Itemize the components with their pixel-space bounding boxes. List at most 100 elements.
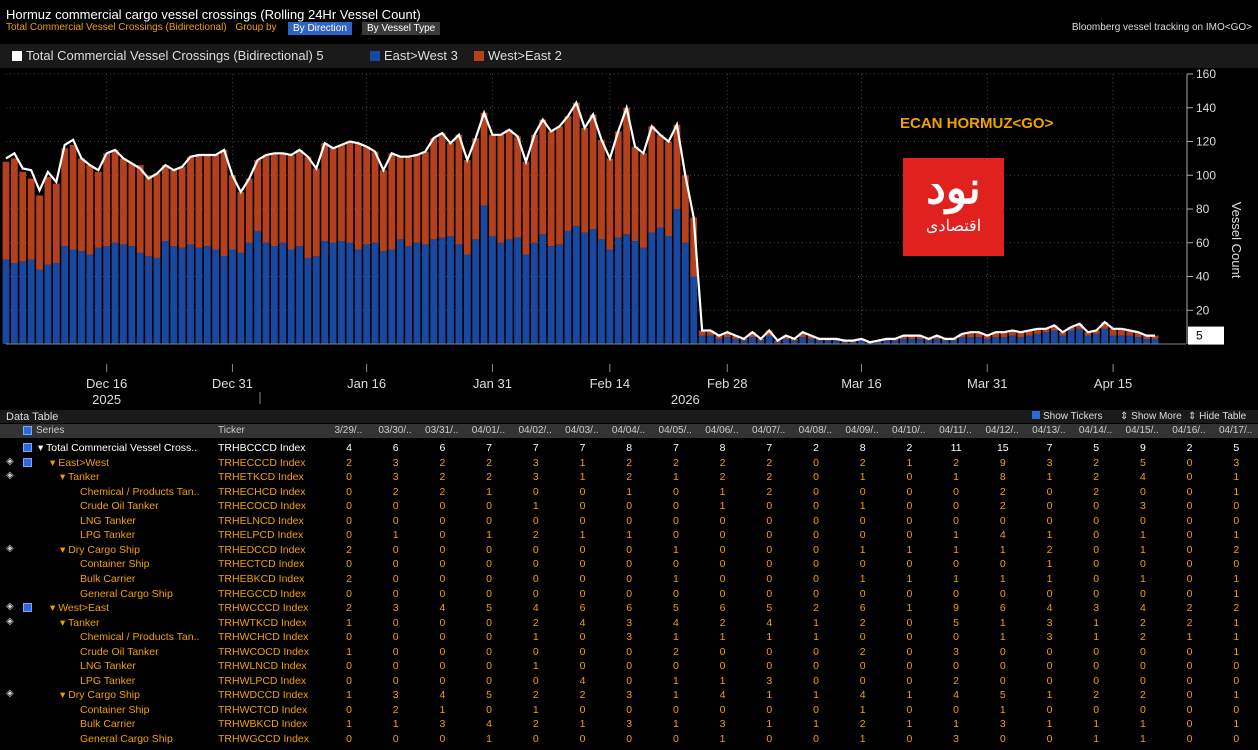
- table-row[interactable]: Chemical / Products Tan.. TRHECHCD Index 0…: [0, 485, 1258, 500]
- column-date[interactable]: 04/10/..: [892, 425, 926, 436]
- column-date[interactable]: 04/11/..: [939, 425, 972, 436]
- column-date[interactable]: 3/29/..: [334, 425, 363, 436]
- column-series[interactable]: Series: [36, 425, 65, 436]
- bar-west-east: [707, 330, 714, 336]
- row-value: 2: [532, 689, 539, 702]
- bar-west-east: [916, 335, 924, 339]
- table-row[interactable]: Container Ship TRHWCTCD Index 0 2 1 0 1 0 0 0 0 0 0 1…: [0, 703, 1258, 718]
- column-date[interactable]: 04/05/..: [658, 425, 692, 436]
- bar-west-east: [581, 128, 589, 233]
- table-row[interactable]: ◈ ▾ Dry Cargo Ship TRHEDCCD Index 2 0 0 0 0 0 0 1 0…: [0, 543, 1258, 558]
- column-date[interactable]: 04/13/..: [1032, 425, 1066, 436]
- column-date[interactable]: 04/03/..: [565, 425, 599, 436]
- table-row[interactable]: General Cargo Ship TRHEGCCD Index 0 0 0 0 0 0 0 0…: [0, 587, 1258, 602]
- bar-west-east: [1067, 327, 1075, 331]
- row-value: 0: [1046, 500, 1053, 513]
- table-row[interactable]: ◈ ▾ Tanker TRHWTKCD Index 1 0 0 0 2 4 3 4 2 4 1 2 0 5 1 3 1…: [0, 616, 1258, 631]
- legend-west-swatch: [474, 51, 484, 61]
- table-row[interactable]: LPG Tanker TRHWLPCD Index 0 0 0 0 0 4 0 1 1 3 0 0 0 2 0 0…: [0, 674, 1258, 689]
- bar-east-west: [673, 209, 681, 344]
- table-row[interactable]: ◈ ▾ Tanker TRHETKCD Index 0 3 2 2 3 1 2 1 2 2 0 1 0 1 8 1 2…: [0, 470, 1258, 485]
- bar-west-east: [153, 173, 161, 258]
- hide-table-button[interactable]: ⇕ Hide Table: [1188, 411, 1247, 422]
- row-value: 0: [439, 733, 446, 745]
- column-date[interactable]: 04/17/..: [1218, 425, 1253, 436]
- column-date[interactable]: 04/14/..: [1078, 425, 1113, 436]
- table-row[interactable]: ▾ Total Commercial Vessel Cross.. TRHBCCC…: [0, 441, 1258, 456]
- column-date[interactable]: 04/12/..: [985, 425, 1019, 436]
- row-options-icon[interactable]: ◈: [6, 455, 14, 467]
- column-date[interactable]: 04/09/..: [845, 425, 879, 436]
- table-row[interactable]: Bulk Carrier TRHEBKCD Index 2 0 0 0 0 0 0 1 0 0 0 1 1 1…: [0, 572, 1258, 587]
- row-value: 1: [859, 471, 866, 484]
- row-value: 0: [766, 514, 773, 527]
- bar-west-east: [270, 153, 278, 247]
- row-checkbox[interactable]: [23, 443, 32, 452]
- column-date[interactable]: 04/02/..: [518, 425, 552, 436]
- bar-east-west: [86, 254, 94, 344]
- bar-west-east: [1009, 330, 1016, 336]
- legend-west[interactable]: West>East 2: [474, 48, 562, 63]
- bar-east-west: [715, 338, 723, 344]
- row-value: 0: [579, 587, 586, 600]
- column-date[interactable]: 04/06/..: [705, 425, 739, 436]
- row-ticker: TRHWGCCD Index: [218, 733, 310, 745]
- column-date[interactable]: 04/07/..: [751, 425, 786, 436]
- row-options-icon[interactable]: ◈: [6, 470, 14, 482]
- select-all-checkbox[interactable]: [23, 426, 32, 435]
- table-row[interactable]: ◈ ▾ West>East TRHWCCCD Index 2 3 4 5 4 6 6 5 6 5 2 6 1 9…: [0, 601, 1258, 616]
- column-date[interactable]: 04/15/..: [1125, 425, 1159, 436]
- column-date[interactable]: 04/08/..: [798, 425, 833, 436]
- table-row[interactable]: LNG Tanker TRHELNCD Index 0 0 0 0 0 0 0 0 0 0 0 0 0 0 0 0…: [0, 514, 1258, 529]
- vessel-count-chart[interactable]: 20 40 60 80 100 120 140 160 5 Dec 16 Dec 31 Jan 16…: [0, 68, 1258, 410]
- bar-east-west: [438, 237, 446, 344]
- bar-east-west: [178, 247, 186, 344]
- legend-east[interactable]: East>West 3: [370, 48, 458, 63]
- table-row[interactable]: LNG Tanker TRHWLNCD Index 0 0 0 0 1 0 0 0 0 0 0 0 0 0 0 0…: [0, 659, 1258, 674]
- row-checkbox[interactable]: [23, 603, 32, 613]
- row-value: 4: [579, 674, 586, 687]
- row-value: 1: [1046, 471, 1053, 484]
- row-value: 0: [532, 558, 539, 571]
- show-tickers-toggle[interactable]: Show Tickers: [1032, 411, 1102, 422]
- column-date[interactable]: 03/30/..: [378, 425, 412, 436]
- row-options-icon[interactable]: ◈: [6, 601, 14, 613]
- table-row[interactable]: Container Ship TRHECTCD Index 0 0 0 0 0 0 0 0 0 0 0 0…: [0, 557, 1258, 572]
- row-value: 0: [1186, 471, 1193, 484]
- column-ticker[interactable]: Ticker: [218, 425, 245, 436]
- row-value: 0: [1139, 674, 1146, 687]
- y-tick-label: 80: [1196, 202, 1210, 216]
- bar-east-west: [975, 337, 983, 344]
- column-date[interactable]: 04/04/..: [611, 425, 646, 436]
- row-value: 1: [532, 703, 539, 716]
- row-value: 1: [953, 471, 960, 484]
- table-row[interactable]: LPG Tanker TRHELPCD Index 0 1 0 1 2 1 1 0 0 0 0 0 0 1 4 1…: [0, 528, 1258, 543]
- bar-east-west: [614, 237, 622, 344]
- by-direction-button[interactable]: By Direction: [288, 22, 352, 35]
- table-row[interactable]: Bulk Carrier TRHWBKCD Index 1 1 3 4 2 1 3 1 3 1 1 2 1 1…: [0, 717, 1258, 732]
- by-vessel-type-button[interactable]: By Vessel Type: [362, 22, 441, 35]
- chart-bars: [2, 102, 1159, 344]
- row-options-icon[interactable]: ◈: [6, 542, 14, 554]
- bar-east-west: [992, 337, 1000, 344]
- column-date[interactable]: 04/01/..: [471, 425, 506, 436]
- row-value: 0: [486, 572, 493, 585]
- table-row[interactable]: Chemical / Products Tan.. TRHWCHCD Index 0…: [0, 630, 1258, 645]
- table-row[interactable]: Crude Oil Tanker TRHWCOCD Index 1 0 0 0 0 0 0 2 0 0…: [0, 645, 1258, 660]
- legend-total[interactable]: Total Commercial Vessel Crossings (Bidir…: [12, 48, 324, 63]
- row-value: 0: [346, 733, 352, 745]
- bar-east-west: [539, 234, 547, 344]
- table-row[interactable]: ◈ ▾ East>West TRHECCCD Index 2 3 2 2 3 1 2 2 2 2 0 2 1 2…: [0, 456, 1258, 471]
- show-more-button[interactable]: ⇕ Show More: [1120, 411, 1182, 422]
- column-date[interactable]: 03/31/..: [425, 425, 459, 436]
- row-options-icon[interactable]: ◈: [6, 688, 14, 700]
- bar-west-east: [640, 153, 647, 248]
- table-row[interactable]: ◈ ▾ Dry Cargo Ship TRHWDCCD Index 1 3 4 5 2 2 3 1 4…: [0, 688, 1258, 703]
- table-row[interactable]: Crude Oil Tanker TRHECOCD Index 0 0 0 0 1 0 0 0 1 0…: [0, 499, 1258, 514]
- column-date[interactable]: 04/16/..: [1172, 425, 1206, 436]
- bar-west-east: [187, 156, 194, 245]
- row-options-icon[interactable]: ◈: [6, 615, 14, 627]
- show-tickers-checkbox[interactable]: [1032, 411, 1040, 419]
- row-checkbox[interactable]: [23, 457, 32, 467]
- table-row[interactable]: General Cargo Ship TRHWGCCD Index 0 0 0 1 0 0 0 0…: [0, 732, 1258, 747]
